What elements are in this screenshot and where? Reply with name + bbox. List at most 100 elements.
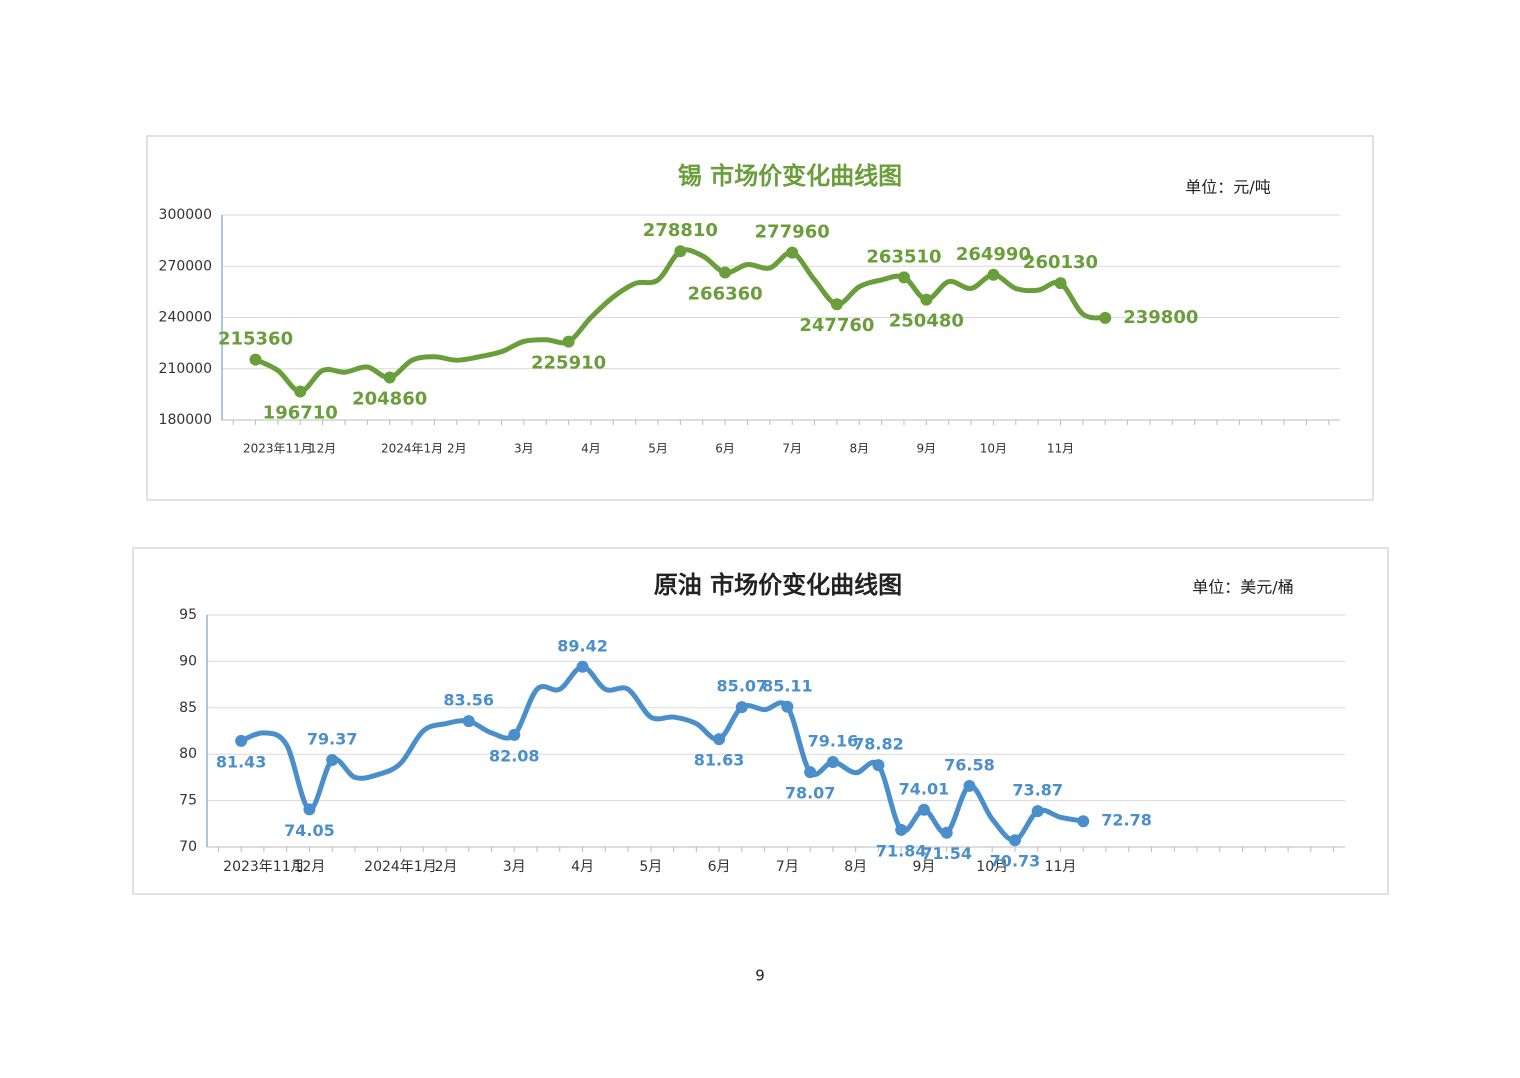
x-tick-label: 2月	[435, 859, 458, 875]
data-label: 263510	[866, 246, 941, 267]
data-point	[872, 759, 885, 772]
unit-label: 单位：美元/桶	[1192, 578, 1293, 597]
data-label: 89.42	[557, 636, 608, 655]
x-tick-label: 5月	[648, 442, 668, 456]
y-tick-label: 90	[179, 653, 197, 669]
x-tick-label: 3月	[514, 442, 534, 456]
data-label: 225910	[531, 353, 606, 374]
data-point	[1008, 834, 1021, 847]
data-label: 196710	[263, 402, 338, 423]
data-point	[462, 715, 475, 728]
y-tick-label: 180000	[159, 412, 212, 428]
data-label: 264990	[956, 244, 1031, 265]
data-point	[987, 268, 1000, 281]
x-tick-label: 9月	[912, 859, 935, 875]
data-point	[294, 385, 307, 398]
data-point	[674, 245, 687, 258]
data-point	[576, 660, 589, 673]
x-tick-label: 6月	[708, 859, 731, 875]
data-point	[804, 766, 817, 779]
data-point	[826, 755, 839, 768]
data-point	[303, 803, 316, 816]
data-label: 260130	[1023, 252, 1098, 273]
data-point	[963, 779, 976, 792]
x-tick-label: 11月	[1047, 442, 1074, 456]
data-label: 277960	[755, 222, 830, 243]
y-tick-label: 75	[179, 793, 197, 809]
data-label: 74.05	[284, 821, 335, 840]
data-point	[1099, 311, 1112, 324]
x-tick-label: 12月	[294, 859, 326, 875]
unit-label: 单位：元/吨	[1185, 178, 1270, 197]
x-tick-label: 2023年11月	[243, 442, 313, 456]
data-label: 250480	[889, 311, 964, 332]
data-label: 85.11	[762, 676, 813, 695]
data-point	[562, 335, 575, 348]
x-tick-label: 4月	[581, 442, 601, 456]
y-tick-label: 80	[179, 746, 197, 762]
chart-title: 原油 市场价变化曲线图	[654, 571, 902, 599]
data-point	[508, 728, 521, 741]
data-label: 215360	[218, 329, 293, 350]
data-point	[917, 803, 930, 816]
y-tick-label: 95	[179, 607, 197, 623]
x-tick-label: 8月	[844, 859, 867, 875]
data-label: 71.54	[921, 844, 972, 863]
x-tick-label: 11月	[1045, 859, 1077, 875]
data-point	[920, 293, 933, 306]
y-tick-label: 240000	[159, 310, 212, 326]
chart-frame	[132, 547, 1389, 895]
data-label: 76.58	[944, 755, 995, 774]
page-number: 9	[755, 967, 765, 985]
data-point	[235, 734, 248, 747]
data-label: 78.07	[785, 784, 836, 803]
x-tick-label: 2024年1月	[364, 859, 437, 875]
x-tick-label: 6月	[715, 442, 735, 456]
y-tick-label: 270000	[159, 258, 212, 274]
x-tick-label: 7月	[776, 859, 799, 875]
data-label: 204860	[352, 389, 427, 410]
data-point	[713, 733, 726, 746]
x-tick-label: 9月	[917, 442, 937, 456]
data-label: 82.08	[489, 746, 540, 765]
data-point	[1054, 277, 1067, 290]
data-label: 72.78	[1101, 811, 1152, 830]
x-tick-label: 2月	[447, 442, 467, 456]
x-tick-label: 3月	[503, 859, 526, 875]
data-point	[897, 271, 910, 284]
data-label: 278810	[643, 220, 718, 241]
x-tick-label: 2024年1月	[381, 442, 443, 456]
data-point	[895, 823, 908, 836]
y-tick-label: 300000	[159, 207, 212, 223]
data-point	[781, 700, 794, 713]
x-tick-label: 10月	[976, 859, 1008, 875]
data-label: 81.63	[694, 751, 745, 770]
data-label: 266360	[688, 283, 763, 304]
data-label: 79.16	[808, 731, 859, 750]
y-tick-label: 210000	[159, 361, 212, 377]
data-point	[786, 246, 799, 259]
data-point	[326, 754, 339, 767]
data-label: 78.82	[853, 735, 904, 754]
chart-title: 锡 市场价变化曲线图	[678, 162, 902, 190]
x-tick-label: 10月	[980, 442, 1007, 456]
data-point	[719, 266, 732, 279]
x-tick-label: 8月	[849, 442, 869, 456]
data-label: 79.37	[307, 730, 358, 749]
data-label: 70.73	[990, 852, 1041, 871]
data-point	[735, 701, 748, 714]
x-tick-label: 12月	[309, 442, 336, 456]
data-label: 239800	[1123, 307, 1198, 328]
y-tick-label: 70	[179, 839, 197, 855]
x-tick-label: 7月	[782, 442, 802, 456]
data-point	[1031, 805, 1044, 818]
data-point	[830, 298, 843, 311]
data-label: 83.56	[443, 691, 494, 710]
data-label: 81.43	[216, 752, 267, 771]
y-tick-label: 85	[179, 700, 197, 716]
data-label: 85.07	[717, 677, 768, 696]
data-label: 73.87	[1012, 781, 1063, 800]
x-tick-label: 5月	[639, 859, 662, 875]
